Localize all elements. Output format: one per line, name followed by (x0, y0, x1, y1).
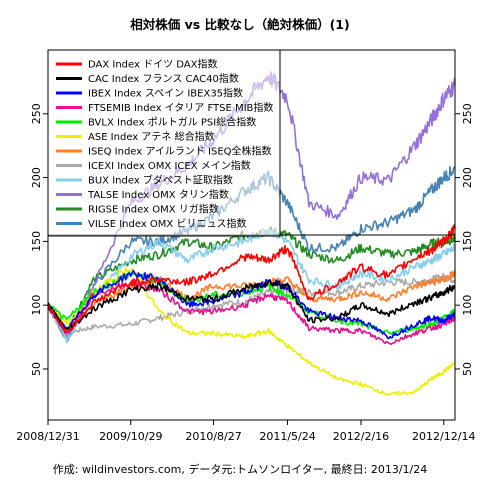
legend-label: ICEXI Index OMX ICEX メイン指数 (88, 159, 251, 172)
y-tick-label-left: 100 (30, 295, 43, 316)
y-axis-right: 50 100 150 200 250 (455, 103, 474, 376)
chart-caption: 作成: wildinvestors.com, データ元:トムソンロイター, 最終… (53, 462, 427, 476)
legend-label: CAC Index フランス CAC40指数 (88, 72, 239, 85)
legend-label: BVLX Index ポルトガル PSI総合指数 (88, 116, 256, 129)
x-axis: 2008/12/31 2009/10/29 2010/8/27 2011/5/24 20… (16, 420, 475, 443)
legend-label: VILSE Index OMX ビリニュス指数 (88, 217, 246, 230)
legend-label: DAX Index ドイツ DAX指数 (88, 58, 218, 71)
x-tick-label: 2008/12/31 (16, 430, 79, 443)
y-tick-label-left: 150 (30, 231, 43, 252)
y-tick-label-left: 50 (30, 362, 43, 376)
y-tick-label-left: 250 (30, 103, 43, 124)
legend-label: FTSEMIB Index イタリア FTSE MIB指数 (88, 101, 273, 114)
y-tick-label-right: 150 (461, 231, 474, 252)
legend-label: ASE Index アテネ 総合指数 (88, 130, 215, 143)
series-line (47, 279, 456, 330)
x-tick-label: 2012/12/14 (412, 430, 475, 443)
x-tick-label: 2010/8/27 (185, 430, 241, 443)
legend-label: ISEQ Index アイルランド ISEQ全株指数 (88, 145, 272, 158)
legend-label: TALSE Index OMX タリン指数 (87, 188, 229, 201)
y-tick-label-left: 200 (30, 167, 43, 188)
y-tick-label-right: 100 (461, 295, 474, 316)
legend-label: BUX Index ブダペスト証取指数 (88, 174, 233, 187)
y-tick-label-right: 250 (461, 103, 474, 124)
x-tick-label: 2011/5/24 (259, 430, 315, 443)
legend-label: RIGSE Index OMX リガ指数 (88, 203, 219, 216)
chart-title: 相対株価 vs 比較なし（絶対株価）(1) (130, 17, 349, 32)
series-line (47, 227, 456, 344)
y-tick-label-right: 50 (461, 362, 474, 376)
series-line (47, 278, 456, 346)
series-line (47, 224, 456, 334)
legend-label: IBEX Index スペイン IBEX35指数 (88, 87, 243, 100)
y-axis-left: 50 100 150 200 250 (30, 103, 48, 376)
plot-frame (47, 49, 456, 421)
y-tick-label-right: 200 (461, 167, 474, 188)
legend-box (47, 49, 281, 237)
series-line (47, 269, 456, 332)
x-tick-label: 2012/2/16 (333, 430, 389, 443)
x-tick-label: 2009/10/29 (99, 430, 162, 443)
series-line (47, 267, 456, 396)
